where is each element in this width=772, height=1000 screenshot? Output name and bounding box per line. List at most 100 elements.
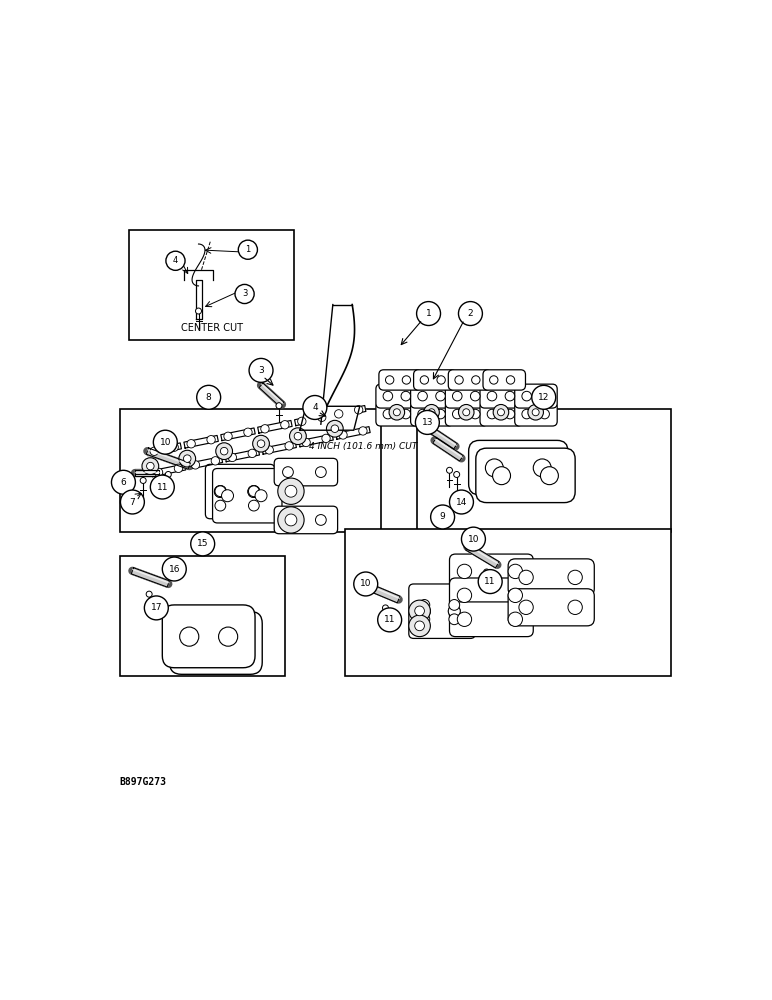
FancyBboxPatch shape <box>508 589 594 626</box>
Text: 10: 10 <box>468 535 479 544</box>
Circle shape <box>455 376 463 384</box>
Circle shape <box>248 486 260 498</box>
Circle shape <box>389 404 405 420</box>
FancyBboxPatch shape <box>480 384 523 408</box>
Circle shape <box>144 596 168 620</box>
FancyBboxPatch shape <box>411 402 453 426</box>
Circle shape <box>215 486 225 497</box>
FancyBboxPatch shape <box>376 384 418 408</box>
Circle shape <box>522 391 531 401</box>
Circle shape <box>150 447 158 455</box>
Circle shape <box>283 467 293 477</box>
Circle shape <box>191 461 200 469</box>
Polygon shape <box>433 438 463 461</box>
FancyBboxPatch shape <box>508 559 594 596</box>
Circle shape <box>489 376 498 384</box>
Circle shape <box>452 391 462 401</box>
Circle shape <box>212 457 219 465</box>
Circle shape <box>394 409 401 416</box>
Circle shape <box>457 588 472 603</box>
Circle shape <box>378 608 401 632</box>
Circle shape <box>174 464 183 473</box>
Circle shape <box>359 427 367 435</box>
Circle shape <box>154 468 163 477</box>
FancyBboxPatch shape <box>376 402 418 426</box>
Polygon shape <box>221 428 256 441</box>
Bar <box>120 409 381 532</box>
Circle shape <box>470 409 480 419</box>
Polygon shape <box>135 470 159 476</box>
Circle shape <box>470 391 480 401</box>
Circle shape <box>281 421 289 429</box>
Circle shape <box>487 409 496 419</box>
Circle shape <box>568 600 582 614</box>
Text: 4: 4 <box>173 256 178 265</box>
Circle shape <box>419 600 430 610</box>
Circle shape <box>449 490 473 514</box>
Text: 4: 4 <box>312 403 318 412</box>
Circle shape <box>428 409 435 416</box>
Circle shape <box>252 435 269 452</box>
Circle shape <box>283 515 293 525</box>
Circle shape <box>142 458 159 474</box>
Circle shape <box>532 385 556 409</box>
Circle shape <box>419 614 430 625</box>
Polygon shape <box>184 435 218 448</box>
Circle shape <box>316 467 327 477</box>
Circle shape <box>519 600 533 614</box>
Circle shape <box>435 409 445 419</box>
Circle shape <box>179 450 195 467</box>
Polygon shape <box>427 426 457 449</box>
Circle shape <box>382 605 388 611</box>
Polygon shape <box>262 442 296 454</box>
Circle shape <box>452 409 462 419</box>
Circle shape <box>249 358 273 382</box>
Circle shape <box>409 600 430 622</box>
Circle shape <box>415 410 439 434</box>
FancyBboxPatch shape <box>449 602 533 637</box>
Text: 6: 6 <box>120 478 127 487</box>
Circle shape <box>383 391 393 401</box>
Circle shape <box>402 376 411 384</box>
Circle shape <box>303 396 327 419</box>
FancyBboxPatch shape <box>162 605 255 668</box>
Circle shape <box>540 391 550 401</box>
Circle shape <box>483 569 489 575</box>
Circle shape <box>415 621 425 631</box>
Circle shape <box>195 308 201 314</box>
Circle shape <box>207 436 215 444</box>
Circle shape <box>290 428 306 445</box>
Circle shape <box>385 376 394 384</box>
Circle shape <box>437 376 445 384</box>
Circle shape <box>265 446 273 454</box>
Circle shape <box>151 475 174 499</box>
Circle shape <box>248 486 260 498</box>
Text: 10: 10 <box>360 579 371 588</box>
Circle shape <box>532 409 539 416</box>
FancyBboxPatch shape <box>449 578 533 613</box>
Circle shape <box>409 615 430 637</box>
FancyBboxPatch shape <box>274 506 337 534</box>
Text: 11: 11 <box>157 483 168 492</box>
Polygon shape <box>364 582 400 603</box>
Circle shape <box>278 478 304 504</box>
Circle shape <box>166 251 185 270</box>
FancyBboxPatch shape <box>411 384 453 408</box>
Circle shape <box>446 467 452 473</box>
Text: 1: 1 <box>245 245 250 254</box>
Circle shape <box>249 486 259 497</box>
FancyBboxPatch shape <box>515 402 557 426</box>
Polygon shape <box>147 443 181 456</box>
Circle shape <box>508 588 523 603</box>
Circle shape <box>285 442 293 450</box>
Circle shape <box>244 428 252 436</box>
Circle shape <box>298 417 306 426</box>
Circle shape <box>180 627 199 646</box>
Text: 16: 16 <box>168 565 180 574</box>
Polygon shape <box>331 406 366 418</box>
FancyBboxPatch shape <box>476 448 575 503</box>
Circle shape <box>354 406 363 414</box>
Circle shape <box>317 413 326 421</box>
Circle shape <box>249 500 259 511</box>
Circle shape <box>487 391 496 401</box>
